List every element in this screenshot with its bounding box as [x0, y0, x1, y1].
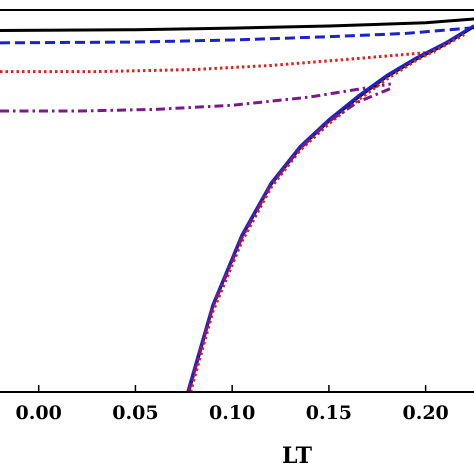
series-purple-rising [187, 87, 392, 393]
series-purple-flat [0, 82, 392, 113]
series-blue-flat [0, 26, 474, 45]
x-tick-label: 0.05 [112, 402, 158, 424]
x-tick-label: 0.15 [306, 402, 352, 424]
series-black-flat [0, 17, 474, 33]
x-axis-label: LT [282, 443, 313, 469]
tick-layer: 0.00 0.05 0.10 0.15 0.20 [16, 385, 449, 424]
series-red-flat [0, 50, 436, 74]
x-tick-label: 0.10 [209, 402, 255, 424]
series-red-rising [189, 33, 466, 393]
series-blue-rising [186, 24, 474, 393]
series-layer [0, 17, 474, 393]
x-tick-label: 0.00 [16, 402, 62, 424]
plot-frame [0, 9, 474, 393]
x-tick-label: 0.20 [402, 402, 448, 424]
series-black-rising [187, 25, 474, 393]
